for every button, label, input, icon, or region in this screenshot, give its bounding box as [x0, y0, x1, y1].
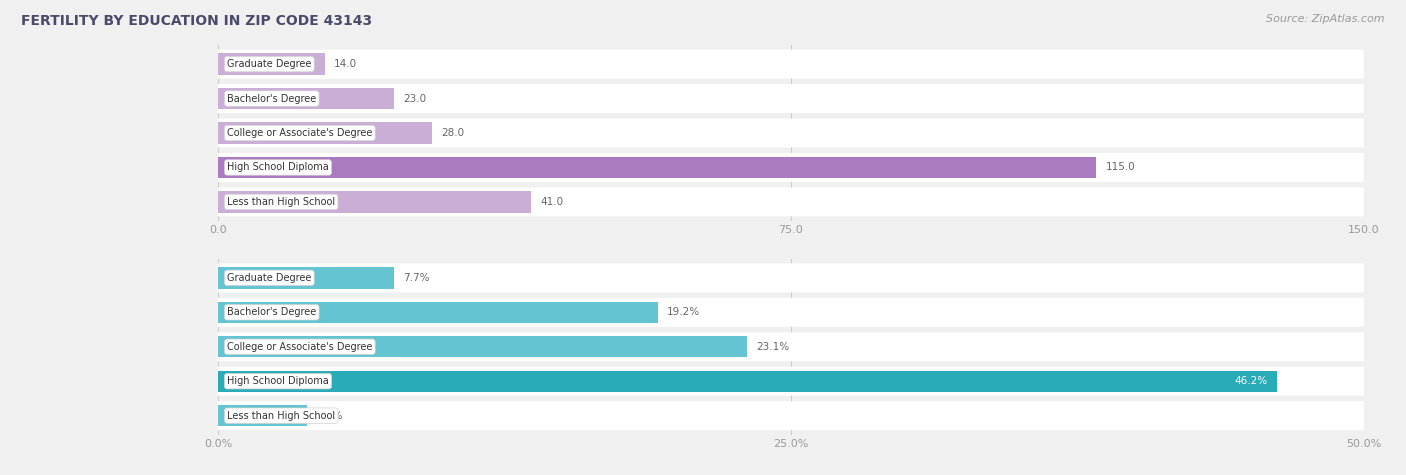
- FancyBboxPatch shape: [218, 367, 1364, 396]
- Bar: [218, 267, 395, 288]
- Text: FERTILITY BY EDUCATION IN ZIP CODE 43143: FERTILITY BY EDUCATION IN ZIP CODE 43143: [21, 14, 373, 28]
- Text: College or Associate's Degree: College or Associate's Degree: [228, 128, 373, 138]
- FancyBboxPatch shape: [218, 401, 1364, 430]
- FancyBboxPatch shape: [218, 263, 1364, 292]
- Text: 23.1%: 23.1%: [756, 342, 790, 352]
- Text: Source: ZipAtlas.com: Source: ZipAtlas.com: [1267, 14, 1385, 24]
- Text: College or Associate's Degree: College or Associate's Degree: [228, 342, 373, 352]
- Text: 23.0: 23.0: [402, 94, 426, 104]
- Text: 115.0: 115.0: [1105, 162, 1136, 172]
- Text: High School Diploma: High School Diploma: [228, 162, 329, 172]
- FancyBboxPatch shape: [218, 49, 1364, 78]
- Bar: [218, 157, 1097, 178]
- Text: Graduate Degree: Graduate Degree: [228, 59, 312, 69]
- Bar: [218, 336, 748, 357]
- Text: High School Diploma: High School Diploma: [228, 376, 329, 386]
- Text: 3.9%: 3.9%: [316, 411, 343, 421]
- Bar: [218, 405, 308, 427]
- FancyBboxPatch shape: [218, 188, 1364, 217]
- Text: 28.0: 28.0: [441, 128, 464, 138]
- Text: Less than High School: Less than High School: [228, 411, 335, 421]
- Bar: [218, 88, 394, 109]
- Bar: [218, 53, 325, 75]
- Text: Bachelor's Degree: Bachelor's Degree: [228, 307, 316, 317]
- Text: Bachelor's Degree: Bachelor's Degree: [228, 94, 316, 104]
- FancyBboxPatch shape: [218, 153, 1364, 182]
- FancyBboxPatch shape: [218, 119, 1364, 147]
- Bar: [218, 123, 432, 143]
- Text: Graduate Degree: Graduate Degree: [228, 273, 312, 283]
- Bar: [218, 302, 658, 323]
- Bar: [218, 191, 531, 213]
- Text: 46.2%: 46.2%: [1234, 376, 1268, 386]
- Text: 41.0: 41.0: [540, 197, 564, 207]
- FancyBboxPatch shape: [218, 298, 1364, 327]
- Text: 7.7%: 7.7%: [404, 273, 430, 283]
- FancyBboxPatch shape: [218, 332, 1364, 361]
- Text: Less than High School: Less than High School: [228, 197, 335, 207]
- FancyBboxPatch shape: [218, 84, 1364, 113]
- Text: 19.2%: 19.2%: [666, 307, 700, 317]
- Text: 14.0: 14.0: [335, 59, 357, 69]
- Bar: [218, 370, 1277, 392]
